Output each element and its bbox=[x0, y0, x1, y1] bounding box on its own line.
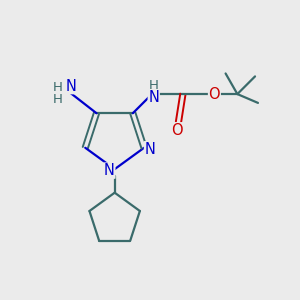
Text: O: O bbox=[208, 87, 220, 102]
Text: N: N bbox=[104, 163, 115, 178]
Text: H: H bbox=[149, 79, 159, 92]
Text: O: O bbox=[171, 123, 183, 138]
Text: H: H bbox=[53, 93, 63, 106]
Text: H: H bbox=[53, 81, 63, 94]
Text: N: N bbox=[148, 90, 159, 105]
Text: N: N bbox=[145, 142, 155, 157]
Text: N: N bbox=[66, 79, 77, 94]
